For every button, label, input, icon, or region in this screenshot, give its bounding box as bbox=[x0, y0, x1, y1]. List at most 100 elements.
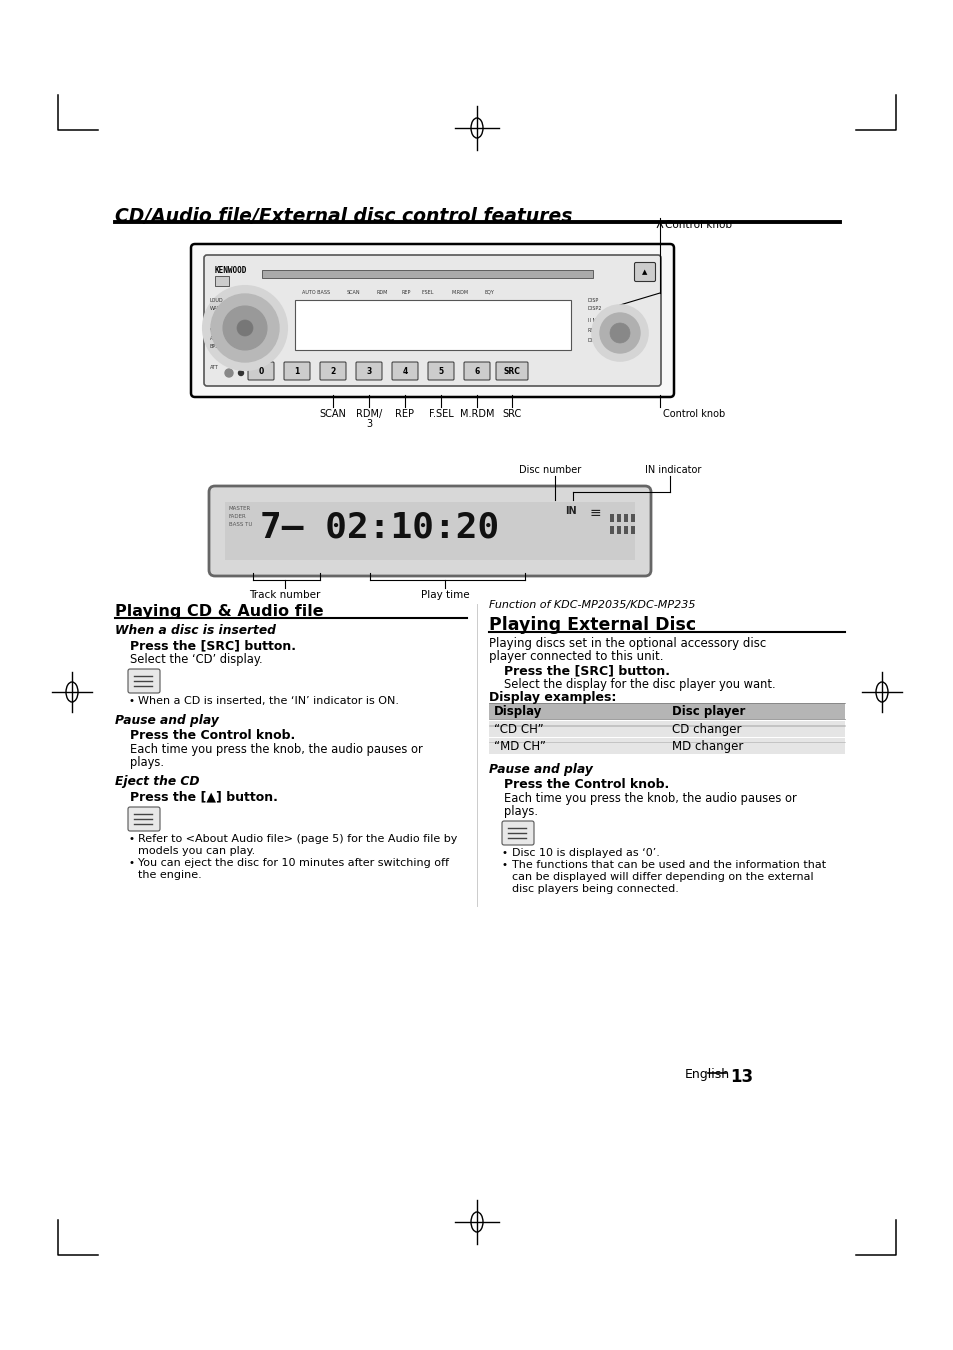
Circle shape bbox=[609, 323, 629, 343]
Bar bbox=[623, 526, 627, 535]
FancyBboxPatch shape bbox=[496, 362, 527, 379]
Bar bbox=[214, 275, 229, 286]
Bar bbox=[225, 502, 635, 560]
Text: REP: REP bbox=[395, 409, 414, 418]
Text: Track number: Track number bbox=[249, 590, 320, 599]
Text: RESET: RESET bbox=[587, 328, 603, 333]
FancyBboxPatch shape bbox=[209, 486, 650, 576]
Text: English: English bbox=[684, 1068, 729, 1081]
FancyBboxPatch shape bbox=[634, 262, 655, 282]
Text: When a CD is inserted, the ‘IN’ indicator is ON.: When a CD is inserted, the ‘IN’ indicato… bbox=[138, 697, 398, 706]
Text: SCAN: SCAN bbox=[347, 290, 360, 296]
Text: Each time you press the knob, the audio pauses or: Each time you press the knob, the audio … bbox=[503, 792, 796, 805]
Text: F.SEL: F.SEL bbox=[428, 409, 453, 418]
Text: the engine.: the engine. bbox=[138, 869, 201, 880]
Text: disc players being connected.: disc players being connected. bbox=[512, 884, 679, 894]
Text: 2: 2 bbox=[330, 366, 335, 375]
FancyBboxPatch shape bbox=[128, 807, 160, 832]
Text: DISP+: DISP+ bbox=[587, 338, 602, 343]
Text: VOL: VOL bbox=[210, 328, 219, 333]
Text: SCAN: SCAN bbox=[319, 409, 346, 418]
Bar bbox=[623, 514, 627, 522]
Text: 0: 0 bbox=[258, 366, 263, 375]
Text: SRC: SRC bbox=[502, 409, 521, 418]
Bar bbox=[630, 526, 635, 535]
Text: ≡: ≡ bbox=[589, 506, 601, 520]
Bar bbox=[489, 703, 844, 720]
Text: F.SEL: F.SEL bbox=[421, 290, 434, 296]
Text: 5: 5 bbox=[438, 366, 443, 375]
Circle shape bbox=[599, 313, 639, 352]
Text: BASS TU: BASS TU bbox=[229, 522, 253, 526]
Text: KENWOOD: KENWOOD bbox=[214, 266, 247, 275]
Text: ▲: ▲ bbox=[641, 269, 647, 275]
FancyBboxPatch shape bbox=[204, 255, 660, 386]
Text: Press the [SRC] button.: Press the [SRC] button. bbox=[503, 664, 669, 676]
Text: LOUD: LOUD bbox=[210, 298, 223, 302]
Text: Refer to <About Audio file> (page 5) for the Audio file by: Refer to <About Audio file> (page 5) for… bbox=[138, 834, 456, 844]
Bar bbox=[617, 514, 620, 522]
Circle shape bbox=[238, 370, 243, 375]
Text: MASTER: MASTER bbox=[229, 506, 251, 512]
Text: Press the Control knob.: Press the Control knob. bbox=[503, 778, 669, 791]
Text: Press the [SRC] button.: Press the [SRC] button. bbox=[130, 639, 295, 652]
Text: plays.: plays. bbox=[130, 756, 164, 770]
Text: Press the [▲] button.: Press the [▲] button. bbox=[130, 790, 277, 803]
Text: 6: 6 bbox=[474, 366, 479, 375]
Text: •: • bbox=[128, 834, 133, 844]
Text: Select the ‘CD’ display.: Select the ‘CD’ display. bbox=[130, 653, 262, 666]
Circle shape bbox=[592, 305, 647, 360]
Text: •: • bbox=[501, 848, 507, 859]
Text: 3: 3 bbox=[366, 418, 372, 429]
Text: models you can play.: models you can play. bbox=[138, 846, 255, 856]
Text: •: • bbox=[501, 860, 507, 869]
Text: Select the display for the disc player you want.: Select the display for the disc player y… bbox=[503, 678, 775, 691]
Text: 13: 13 bbox=[729, 1068, 752, 1085]
Circle shape bbox=[211, 294, 278, 362]
Text: M.RDM: M.RDM bbox=[452, 290, 469, 296]
Bar bbox=[489, 738, 844, 755]
Text: CD/Audio file/External disc control features: CD/Audio file/External disc control feat… bbox=[115, 207, 572, 225]
Text: II MI: II MI bbox=[587, 319, 598, 323]
Text: Pause and play: Pause and play bbox=[115, 714, 218, 728]
FancyBboxPatch shape bbox=[428, 362, 454, 379]
FancyBboxPatch shape bbox=[191, 244, 673, 397]
FancyBboxPatch shape bbox=[501, 821, 534, 845]
Text: Playing discs set in the optional accessory disc: Playing discs set in the optional access… bbox=[489, 637, 765, 649]
Text: Control knob: Control knob bbox=[662, 409, 724, 418]
Text: plays.: plays. bbox=[503, 805, 537, 818]
Text: FADER: FADER bbox=[229, 514, 247, 518]
Text: Disc 10 is displayed as ‘0’.: Disc 10 is displayed as ‘0’. bbox=[512, 848, 659, 859]
Text: “CD CH”: “CD CH” bbox=[494, 724, 543, 736]
FancyBboxPatch shape bbox=[463, 362, 490, 379]
Text: REP: REP bbox=[401, 290, 411, 296]
FancyBboxPatch shape bbox=[284, 362, 310, 379]
Text: player connected to this unit.: player connected to this unit. bbox=[489, 649, 662, 663]
FancyBboxPatch shape bbox=[128, 670, 160, 693]
Circle shape bbox=[203, 286, 287, 370]
Text: Disc number: Disc number bbox=[518, 464, 580, 475]
Bar bbox=[609, 514, 614, 522]
Text: You can eject the disc for 10 minutes after switching off: You can eject the disc for 10 minutes af… bbox=[138, 859, 449, 868]
Circle shape bbox=[236, 320, 253, 336]
Text: IN: IN bbox=[564, 506, 576, 516]
Text: RDM/: RDM/ bbox=[355, 409, 382, 418]
Bar bbox=[294, 300, 571, 350]
Text: Press the Control knob.: Press the Control knob. bbox=[130, 729, 294, 742]
Text: Playing CD & Audio file: Playing CD & Audio file bbox=[115, 603, 323, 620]
Circle shape bbox=[225, 369, 233, 377]
Text: DISP2: DISP2 bbox=[587, 306, 601, 310]
Text: Each time you press the knob, the audio pauses or: Each time you press the knob, the audio … bbox=[130, 743, 422, 756]
Text: 1: 1 bbox=[294, 366, 299, 375]
Bar bbox=[609, 526, 614, 535]
Text: •: • bbox=[128, 859, 133, 868]
Text: Function of KDC-MP2035/KDC-MP235: Function of KDC-MP2035/KDC-MP235 bbox=[489, 599, 695, 610]
Text: ATT: ATT bbox=[210, 364, 218, 370]
Bar bbox=[617, 526, 620, 535]
Text: Pause and play: Pause and play bbox=[489, 763, 592, 776]
FancyBboxPatch shape bbox=[319, 362, 346, 379]
Text: Playing External Disc: Playing External Disc bbox=[489, 616, 696, 634]
Text: Disc player: Disc player bbox=[671, 705, 744, 718]
Text: The functions that can be used and the information that: The functions that can be used and the i… bbox=[512, 860, 825, 869]
Text: Control knob: Control knob bbox=[664, 220, 731, 230]
